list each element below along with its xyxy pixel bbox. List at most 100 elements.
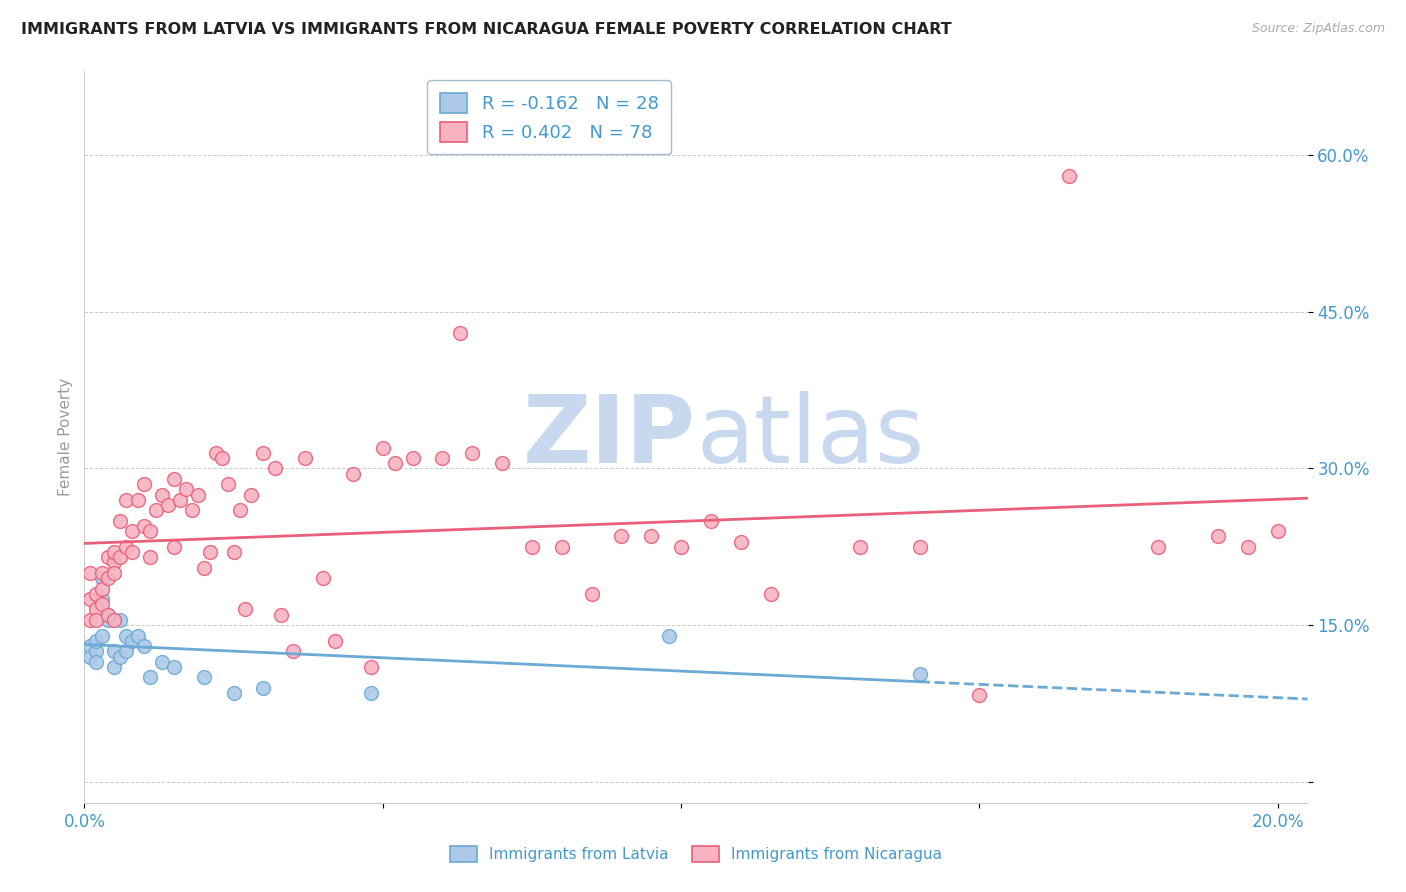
Text: IMMIGRANTS FROM LATVIA VS IMMIGRANTS FROM NICARAGUA FEMALE POVERTY CORRELATION C: IMMIGRANTS FROM LATVIA VS IMMIGRANTS FRO… <box>21 22 952 37</box>
Point <box>103 644 125 658</box>
Point <box>103 566 125 580</box>
Point <box>640 529 662 543</box>
Point <box>211 450 233 465</box>
Point <box>84 655 107 669</box>
Point <box>908 667 931 681</box>
Point <box>108 514 131 528</box>
Point <box>163 540 186 554</box>
Point <box>551 540 574 554</box>
Text: Source: ZipAtlas.com: Source: ZipAtlas.com <box>1251 22 1385 36</box>
Point <box>180 503 202 517</box>
Point <box>121 524 143 538</box>
Point <box>908 540 931 554</box>
Point <box>97 607 120 622</box>
Point <box>115 492 138 507</box>
Point <box>132 477 155 491</box>
Point <box>264 461 287 475</box>
Y-axis label: Female Poverty: Female Poverty <box>58 378 73 496</box>
Point <box>79 649 101 664</box>
Point <box>115 540 138 554</box>
Point <box>222 545 245 559</box>
Point <box>610 529 633 543</box>
Point <box>103 660 125 674</box>
Point <box>84 613 107 627</box>
Point <box>669 540 692 554</box>
Point <box>84 644 107 658</box>
Point <box>108 550 131 565</box>
Point <box>145 503 167 517</box>
Point <box>139 524 162 538</box>
Point <box>91 582 114 596</box>
Point <box>240 487 263 501</box>
Point <box>127 492 149 507</box>
Point <box>91 566 114 580</box>
Point <box>193 670 215 684</box>
Point <box>193 560 215 574</box>
Point <box>1267 524 1289 538</box>
Point <box>132 519 155 533</box>
Point <box>79 613 101 627</box>
Point <box>222 686 245 700</box>
Point <box>1147 540 1170 554</box>
Point <box>127 629 149 643</box>
Point <box>581 587 603 601</box>
Point <box>342 467 364 481</box>
Point <box>91 571 114 585</box>
Point <box>360 686 382 700</box>
Point <box>252 446 274 460</box>
Point <box>103 545 125 559</box>
Point <box>132 639 155 653</box>
Point <box>187 487 209 501</box>
Point <box>84 602 107 616</box>
Point <box>658 629 681 643</box>
Point <box>1237 540 1260 554</box>
Point <box>759 587 782 601</box>
Point <box>849 540 872 554</box>
Point <box>700 514 723 528</box>
Point <box>108 649 131 664</box>
Point <box>121 545 143 559</box>
Point <box>294 450 316 465</box>
Point <box>84 587 107 601</box>
Point <box>449 326 471 340</box>
Point <box>384 456 406 470</box>
Point <box>228 503 250 517</box>
Point <box>163 472 186 486</box>
Point <box>217 477 239 491</box>
Point <box>730 534 752 549</box>
Point <box>121 633 143 648</box>
Point <box>103 556 125 570</box>
Point <box>97 571 120 585</box>
Point <box>115 644 138 658</box>
Point <box>91 597 114 611</box>
Point <box>139 550 162 565</box>
Point <box>156 498 179 512</box>
Point <box>150 655 173 669</box>
Point <box>163 660 186 674</box>
Point <box>150 487 173 501</box>
Point <box>401 450 423 465</box>
Point <box>235 602 257 616</box>
Point <box>139 670 162 684</box>
Point <box>270 607 292 622</box>
Point <box>97 613 120 627</box>
Point <box>461 446 484 460</box>
Point <box>360 660 382 674</box>
Legend: Immigrants from Latvia, Immigrants from Nicaragua: Immigrants from Latvia, Immigrants from … <box>443 839 949 868</box>
Point <box>1206 529 1229 543</box>
Point <box>91 629 114 643</box>
Point <box>84 633 107 648</box>
Point <box>491 456 513 470</box>
Point <box>312 571 335 585</box>
Point <box>103 613 125 627</box>
Point <box>198 545 221 559</box>
Text: ZIP: ZIP <box>523 391 696 483</box>
Text: atlas: atlas <box>696 391 924 483</box>
Point <box>371 441 394 455</box>
Point <box>108 613 131 627</box>
Point <box>174 483 197 497</box>
Point <box>91 592 114 607</box>
Point <box>115 629 138 643</box>
Point <box>252 681 274 695</box>
Point <box>97 607 120 622</box>
